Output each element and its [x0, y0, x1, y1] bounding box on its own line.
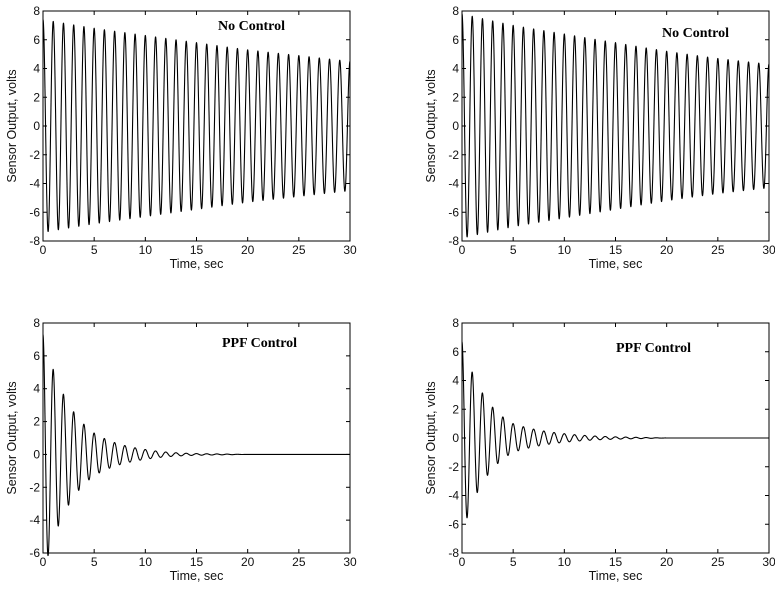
y-axis-label: Sensor Output, volts	[424, 69, 438, 182]
signal-trace	[461, 13, 770, 238]
y-tick-label: -8	[448, 546, 459, 560]
y-tick-label: 6	[452, 33, 459, 47]
y-tick-label: -4	[448, 489, 459, 503]
x-tick-label: 10	[139, 243, 153, 257]
y-tick-label: 4	[33, 382, 40, 396]
plot-annotation: No Control	[218, 19, 285, 34]
plot-frame	[42, 322, 351, 554]
x-tick-label: 25	[292, 243, 306, 257]
plot-annotation: PPF Control	[616, 341, 691, 356]
x-axis-label: Time, sec	[170, 257, 224, 271]
y-tick-label: 2	[452, 402, 459, 416]
x-axis-label: Time, sec	[589, 569, 643, 583]
x-tick-label: 0	[40, 243, 47, 257]
x-tick-label: 25	[711, 555, 725, 569]
x-tick-label: 10	[139, 555, 153, 569]
y-tick-label: 4	[33, 62, 40, 76]
y-tick-label: 6	[33, 33, 40, 47]
x-axis-label: Time, sec	[170, 569, 224, 583]
signal-trace	[42, 334, 351, 557]
y-tick-label: 2	[33, 90, 40, 104]
y-tick-label: -2	[448, 148, 459, 162]
y-tick-label: -6	[29, 205, 40, 219]
y-tick-label: 2	[452, 90, 459, 104]
y-tick-label: 0	[33, 447, 40, 461]
x-tick-label: 5	[91, 243, 98, 257]
signal-trace	[461, 341, 770, 519]
y-axis-label: Sensor Output, volts	[424, 381, 438, 494]
y-tick-label: 4	[452, 374, 459, 388]
x-tick-label: 5	[91, 555, 98, 569]
x-tick-label: 5	[510, 555, 517, 569]
y-tick-label: -4	[29, 513, 40, 527]
x-tick-label: 30	[343, 555, 357, 569]
y-tick-label: 2	[33, 415, 40, 429]
y-tick-label: 8	[452, 4, 459, 18]
y-tick-label: -2	[29, 148, 40, 162]
x-tick-label: 0	[40, 555, 47, 569]
y-tick-label: 0	[452, 119, 459, 133]
x-tick-label: 5	[510, 243, 517, 257]
x-tick-label: 20	[241, 555, 255, 569]
y-tick-label: 6	[452, 345, 459, 359]
x-tick-label: 15	[190, 243, 204, 257]
y-axis-label: Sensor Output, volts	[5, 381, 19, 494]
x-tick-label: 10	[558, 555, 572, 569]
x-tick-label: 30	[762, 243, 775, 257]
x-tick-label: 30	[343, 243, 357, 257]
y-tick-label: -8	[448, 234, 459, 248]
y-axis-label: Sensor Output, volts	[5, 69, 19, 182]
x-axis-label: Time, sec	[589, 257, 643, 271]
y-tick-label: 8	[33, 4, 40, 18]
x-tick-label: 15	[190, 555, 204, 569]
x-tick-label: 15	[609, 243, 623, 257]
x-tick-label: 25	[711, 243, 725, 257]
y-tick-label: -4	[448, 177, 459, 191]
y-tick-label: -6	[29, 546, 40, 560]
y-tick-label: 6	[33, 349, 40, 363]
x-tick-label: 30	[762, 555, 775, 569]
x-tick-label: 25	[292, 555, 306, 569]
x-tick-label: 15	[609, 555, 623, 569]
y-tick-label: -2	[448, 460, 459, 474]
plot-annotation: No Control	[662, 26, 729, 41]
y-tick-label: 4	[452, 62, 459, 76]
y-tick-label: 8	[452, 316, 459, 330]
y-tick-label: -6	[448, 205, 459, 219]
plot-annotation: PPF Control	[222, 336, 297, 351]
y-tick-label: 0	[452, 431, 459, 445]
signal-trace	[42, 19, 351, 233]
y-tick-label: 0	[33, 119, 40, 133]
y-tick-label: -4	[29, 177, 40, 191]
y-tick-label: -2	[29, 480, 40, 494]
x-tick-label: 0	[459, 555, 466, 569]
x-tick-label: 20	[241, 243, 255, 257]
x-tick-label: 0	[459, 243, 466, 257]
x-tick-label: 20	[660, 555, 674, 569]
x-tick-label: 10	[558, 243, 572, 257]
y-tick-label: 8	[33, 316, 40, 330]
y-tick-label: -8	[29, 234, 40, 248]
x-tick-label: 20	[660, 243, 674, 257]
y-tick-label: -6	[448, 517, 459, 531]
